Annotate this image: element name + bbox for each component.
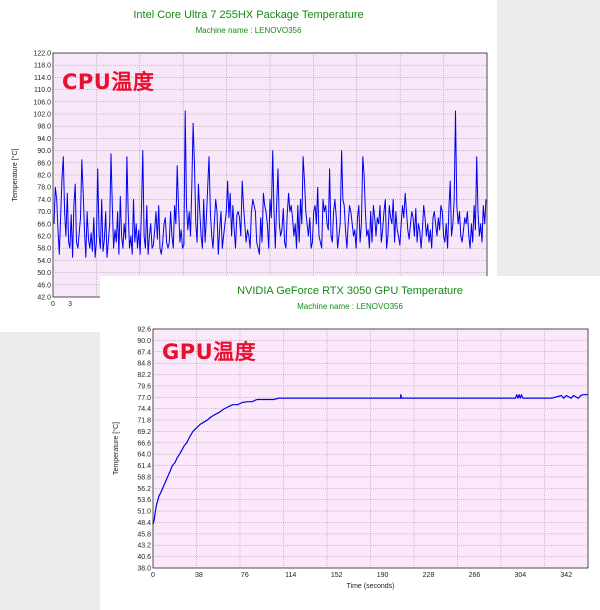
y-tick-label: 118.0	[34, 63, 51, 70]
x-tick-label: 304	[514, 572, 526, 579]
y-tick-label: 110.0	[34, 87, 51, 94]
cpu-chart-panel: Intel Core Ultra 7 255HX Package Tempera…	[0, 0, 497, 332]
y-tick-label: 70.0	[37, 209, 51, 216]
cpu-overlay-label: CPU温度	[62, 70, 155, 94]
y-tick-label: 122.0	[33, 51, 51, 58]
y-tick-label: 48.4	[137, 520, 151, 527]
y-tick-label: 87.4	[137, 349, 151, 356]
y-tick-label: 66.6	[137, 440, 151, 447]
x-tick-label: 152	[331, 572, 343, 579]
y-tick-label: 114.0	[34, 75, 51, 82]
y-tick-label: 62.0	[37, 234, 51, 241]
x-tick-label: 114	[285, 572, 296, 579]
y-tick-label: 40.6	[137, 554, 151, 561]
y-tick-label: 42.0	[37, 295, 51, 302]
gpu-chart-subtitle: Machine name : LENOVO356	[297, 302, 403, 311]
y-tick-label: 90.0	[37, 148, 51, 155]
y-tick-label: 74.4	[137, 406, 151, 413]
y-tick-label: 78.0	[37, 185, 51, 192]
y-tick-label: 43.2	[137, 543, 151, 550]
gpu-chart-title: NVIDIA GeForce RTX 3050 GPU Temperature	[237, 285, 463, 297]
y-tick-label: 58.0	[37, 246, 51, 253]
y-tick-label: 94.0	[37, 136, 51, 143]
x-tick-label: 228	[423, 572, 435, 579]
y-axis-label: Temperature [°C]	[112, 422, 120, 475]
y-axis-label: Temperature [°C]	[11, 148, 19, 201]
y-tick-label: 69.2	[137, 429, 151, 436]
x-tick-label: 76	[241, 572, 249, 579]
x-tick-label: 342	[560, 572, 572, 579]
gpu-overlay-label: GPU温度	[162, 340, 257, 364]
gpu-chart-svg: 92.6 90.0 87.4 84.8 82.2 79.6 77.0 74.4 71.8 69.2…	[112, 327, 589, 590]
gpu-chart-panel: NVIDIA GeForce RTX 3050 GPU Temperature …	[100, 276, 600, 610]
x-tick-label: 0	[51, 301, 55, 308]
y-tick-label: 50.0	[37, 270, 51, 277]
x-tick-label: 190	[377, 572, 389, 579]
x-tick-label: 0	[151, 572, 155, 579]
temperature-series-line	[53, 110, 487, 258]
y-tick-label: 58.8	[137, 474, 151, 481]
cpu-chart-svg: 122.0 118.0 114.0 110.0 106.0 102.0 98.0 94.0 90…	[11, 51, 488, 308]
y-tick-label: 79.6	[137, 383, 151, 390]
x-tick-label: 266	[469, 572, 481, 579]
y-tick-label: 92.6	[137, 327, 151, 334]
y-tick-label: 46.0	[37, 282, 51, 289]
y-tick-label: 86.0	[37, 160, 51, 167]
x-tick-label: 38	[195, 572, 203, 579]
y-tick-label: 54.0	[37, 258, 51, 265]
y-tick-label: 90.0	[137, 338, 151, 345]
y-tick-label: 66.0	[37, 221, 51, 228]
y-tick-label: 56.2	[137, 486, 151, 493]
y-tick-label: 102.0	[33, 112, 51, 119]
y-tick-label: 82.0	[37, 173, 51, 180]
y-tick-label: 82.2	[137, 372, 151, 379]
y-tick-label: 38.0	[137, 566, 151, 573]
temperature-series-line	[152, 394, 588, 525]
y-tick-label: 98.0	[37, 124, 51, 131]
y-tick-label: 51.0	[137, 509, 151, 516]
y-tick-label: 74.0	[37, 197, 51, 204]
y-tick-label: 61.4	[137, 463, 151, 470]
y-tick-label: 71.8	[137, 418, 151, 425]
y-tick-label: 84.8	[137, 361, 151, 368]
y-tick-label: 45.8	[137, 531, 151, 538]
plot-area	[152, 328, 589, 569]
x-tick-label: 3	[68, 301, 72, 308]
cpu-chart-subtitle: Machine name : LENOVO356	[195, 26, 302, 35]
cpu-chart-title: Intel Core Ultra 7 255HX Package Tempera…	[133, 9, 364, 21]
y-tick-label: 53.6	[137, 497, 151, 504]
x-axis-label: Time (seconds)	[347, 583, 395, 590]
y-tick-label: 106.0	[33, 99, 51, 106]
y-tick-label: 77.0	[137, 395, 151, 402]
y-tick-label: 64.0	[137, 452, 151, 459]
